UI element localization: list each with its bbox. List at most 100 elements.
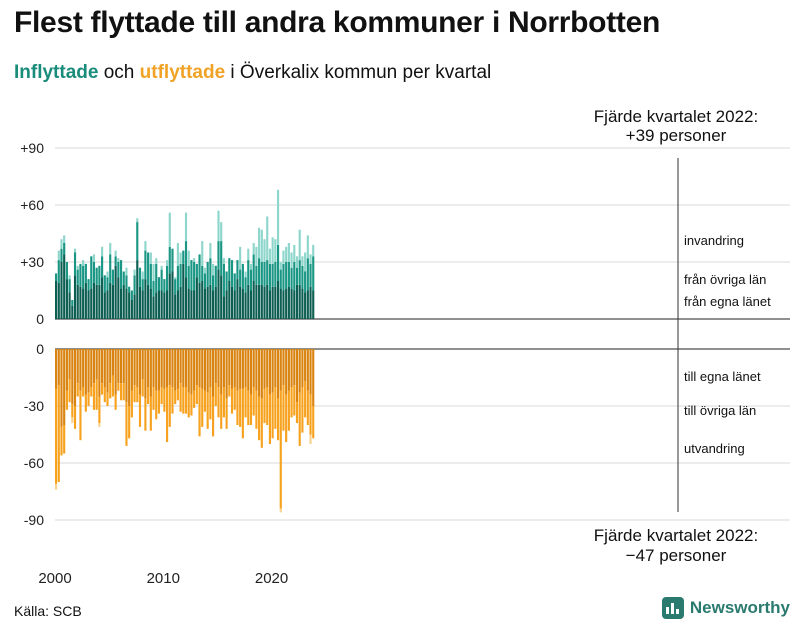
bar-out-own (114, 349, 117, 395)
bar-in-own (60, 262, 63, 319)
bar-out-own (198, 349, 201, 387)
bar-out-own (295, 349, 299, 403)
bar-out-other (312, 406, 315, 439)
bar-in-abroad (187, 250, 190, 266)
bar-in-abroad (274, 239, 277, 262)
bar-out-other (301, 387, 304, 433)
y-tick-label: -60 (24, 455, 44, 471)
bar-in-own (295, 284, 299, 319)
bar-in-own (293, 290, 296, 319)
y-tick-label: +60 (20, 197, 44, 213)
bar-out-own (138, 349, 142, 395)
bar-out-own (60, 349, 63, 427)
bar-out-other (230, 388, 234, 414)
bar-in-abroad (217, 210, 220, 242)
bar-out-own (309, 349, 312, 395)
bar-out-other (82, 387, 85, 397)
bar-in-other (228, 258, 231, 281)
bar-in-other (179, 263, 182, 287)
bar-in-own (274, 286, 277, 319)
bar-in-other (128, 286, 131, 293)
bar-out-own (301, 349, 304, 387)
bar-in-abroad (160, 265, 163, 270)
bar-out-own (228, 349, 231, 386)
bar-out-own (171, 349, 174, 387)
series-label-out: till övriga län (684, 403, 756, 418)
bar-out-other (73, 406, 77, 429)
bar-out-own (147, 349, 150, 387)
bar-in-other (209, 258, 212, 285)
top-annotation-line2: +39 personer (626, 126, 727, 145)
bar-out-other (260, 398, 263, 448)
bar-in-other (111, 269, 114, 285)
bar-in-other (293, 262, 296, 291)
bar-in-other (55, 273, 58, 281)
bar-in-own (133, 294, 136, 319)
bar-in-abroad (212, 263, 215, 276)
bar-in-own (160, 290, 163, 319)
bar-in-abroad (193, 258, 196, 262)
bar-out-own (184, 349, 188, 387)
brand[interactable]: Newsworthy (661, 597, 790, 619)
bar-out-own (263, 349, 266, 389)
bar-in-own (312, 290, 315, 319)
bar-in-other (260, 262, 263, 285)
bar-out-own (130, 349, 133, 391)
bar-out-own (236, 349, 239, 391)
bar-in-own (176, 290, 179, 319)
bar-out-own (55, 349, 58, 389)
bar-in-other (76, 269, 79, 285)
bar-in-own (73, 275, 77, 319)
y-tick-label: +30 (20, 254, 44, 270)
bar-out-other (298, 392, 301, 446)
bar-in-own (103, 292, 106, 319)
bar-out-own (144, 349, 147, 399)
bar-in-other (279, 269, 282, 289)
bar-in-other (82, 265, 85, 289)
x-tick-label: 2010 (147, 570, 180, 587)
bar-out-other (168, 385, 171, 427)
axis-ticks: +90 +60 +30 0 -30 -60 -90 0 2000 2010 2020 (20, 140, 288, 587)
bar-in-other (198, 254, 201, 283)
bar-in-abroad (252, 243, 255, 255)
bar-out-other (266, 387, 269, 425)
bar-out-other (290, 387, 293, 418)
bar-in-abroad (76, 265, 79, 270)
bar-out-own (117, 349, 120, 384)
bar-in-abroad (220, 222, 223, 242)
bar-out-own (285, 349, 288, 395)
bar-out-other (258, 396, 261, 441)
bar-in-own (117, 277, 120, 319)
bar-out-own (82, 349, 85, 387)
bar-in-abroad (155, 258, 158, 264)
bar-in-other (176, 265, 179, 291)
bar-out-own (187, 349, 190, 393)
series-label-out: till egna länet (684, 369, 761, 384)
brand-name: Newsworthy (689, 598, 790, 617)
bar-in-own (184, 277, 188, 319)
bar-in-own (225, 290, 228, 319)
bar-out-other (274, 387, 277, 429)
bar-in-own (125, 288, 128, 319)
bar-in-other (287, 262, 290, 287)
bar-out-other (276, 398, 280, 441)
bar-in-abroad (133, 269, 136, 276)
bar-in-own (249, 290, 253, 319)
bar-out-other (101, 383, 104, 395)
bar-out-own (155, 349, 158, 391)
bar-in-own (279, 288, 282, 319)
bar-in-other (60, 248, 63, 262)
bar-in-other (130, 290, 133, 300)
bar-in-other (222, 263, 225, 297)
newsworthy-logo-icon (661, 597, 684, 619)
bar-in-abroad (168, 212, 171, 247)
bar-out-other (130, 390, 133, 418)
bar-in-abroad (271, 237, 274, 264)
bar-in-abroad (279, 262, 282, 270)
bar-out-other (241, 388, 244, 439)
bar-in-abroad (209, 243, 212, 259)
bar-out-other (117, 383, 120, 391)
bar-in-abroad (149, 252, 152, 264)
bar-out-other (209, 387, 212, 420)
bar-out-other (55, 388, 58, 484)
